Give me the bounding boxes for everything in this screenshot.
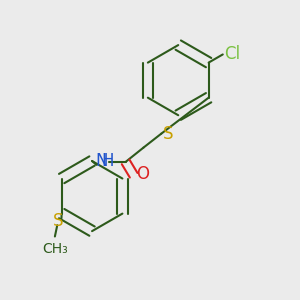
Text: Cl: Cl: [224, 45, 241, 63]
Text: S: S: [163, 125, 173, 143]
Text: N: N: [95, 152, 108, 170]
Text: CH₃: CH₃: [42, 242, 68, 256]
Text: H: H: [101, 152, 114, 170]
Text: O: O: [136, 165, 150, 183]
Text: S: S: [52, 212, 63, 230]
